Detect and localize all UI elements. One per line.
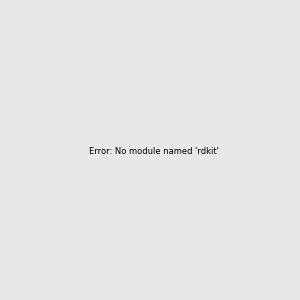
Text: Error: No module named 'rdkit': Error: No module named 'rdkit' [89, 147, 219, 156]
